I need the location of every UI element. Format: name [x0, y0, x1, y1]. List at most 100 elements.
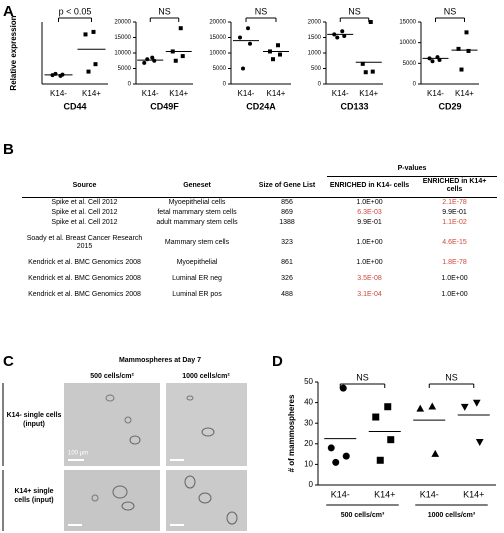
data-point: [271, 57, 275, 62]
x-tick-label: K14+: [82, 89, 101, 98]
table-cell: 326: [281, 275, 293, 282]
data-point: [459, 67, 464, 72]
cell-cluster: [184, 475, 196, 489]
table-cell: 3.1E-04: [357, 291, 382, 298]
x-tick-label: K14-: [50, 89, 67, 98]
cell-cluster: [201, 427, 215, 437]
table-cell: 4.6E-15: [442, 239, 467, 246]
x-tick-label: K14-: [238, 89, 255, 98]
panel-label: A: [3, 3, 14, 20]
panel-label: B: [3, 141, 14, 158]
significance-label: NS: [445, 372, 458, 382]
significance-label: NS: [348, 6, 361, 16]
cell-cluster: [124, 416, 132, 424]
data-point: [173, 58, 178, 63]
data-point: [93, 62, 98, 67]
table-cell: adult mammary stem cells: [156, 219, 238, 226]
data-point: [86, 69, 91, 74]
table-row: Spike et al. Cell 2012 adult mammary stem…: [22, 218, 497, 228]
micrograph: [64, 470, 160, 531]
cell-cluster: [226, 511, 238, 525]
y-tick-label: 0: [318, 82, 322, 88]
table-row: Kendrick et al. BMC Genomics 2008 Myoepit…: [22, 252, 497, 268]
x-tick-label: K14+: [463, 489, 484, 499]
data-point: [150, 55, 155, 60]
table-row: P-values: [22, 164, 498, 177]
data-point: [428, 402, 437, 410]
scale-bar-label: 100 μm: [68, 451, 88, 457]
y-tick-label: 20: [304, 439, 313, 448]
data-point: [335, 35, 340, 40]
table-cell: 1.0E+00: [356, 199, 383, 206]
table-cell: 1388: [279, 219, 295, 226]
data-point: [472, 399, 481, 407]
y-tick-label: 40: [304, 398, 313, 407]
column-header: 1000 cells/cm²: [182, 373, 230, 380]
table-cell: Mammary stem cells: [164, 239, 230, 246]
y-tick-label: 15000: [399, 20, 416, 26]
y-tick-label: 15000: [114, 35, 131, 41]
y-tick-label: 20000: [114, 20, 131, 26]
data-point: [387, 436, 395, 444]
table-cell: 1.8E-78: [442, 259, 467, 266]
x-tick-label: K14-: [331, 489, 350, 499]
y-axis-label: # of mammospheres: [287, 394, 296, 472]
y-tick-label: 0: [309, 480, 314, 489]
row-label: K14+ single cells (input): [14, 488, 54, 504]
x-tick-label: K14+: [267, 89, 286, 98]
table-row: Kendrick et al. BMC Genomics 2008 Luminal…: [22, 268, 497, 284]
significance-label: p < 0.05: [59, 6, 92, 16]
table-cell: 488: [281, 291, 293, 298]
table-cell: 323: [281, 239, 293, 246]
table-header: Source Geneset Size of Gene List ENRICHE…: [22, 176, 498, 198]
cell-cluster: [105, 394, 115, 402]
chart-title: CD24A: [246, 101, 276, 111]
table-cell: Spike et al. Cell 2012: [51, 219, 118, 226]
table-cell: 2.1E-78: [442, 199, 467, 206]
data-point: [152, 58, 157, 63]
table-cell: 3.5E-08: [357, 275, 382, 282]
header-cell: ENRICHED in K14- cells: [327, 176, 412, 198]
data-point: [178, 26, 183, 31]
table-cell: 869: [281, 209, 293, 216]
table-row: Spike et al. Cell 2012 fetal mammary stem…: [22, 208, 497, 218]
data-point: [360, 61, 365, 66]
table-cell: Spike et al. Cell 2012: [51, 209, 118, 216]
cell-cluster: [91, 494, 99, 502]
row-label: K14- single cells (input): [6, 412, 62, 428]
table-cell: Spike et al. Cell 2012: [51, 199, 118, 206]
data-point: [431, 449, 440, 457]
image-area: [166, 383, 247, 466]
table-cell: Soady et al. Breast Cancer Research 2015: [26, 235, 143, 250]
x-tick-label: K14-: [420, 489, 439, 499]
significance-label: NS: [444, 6, 457, 16]
data-point: [327, 444, 335, 452]
chart-title: CD29: [438, 101, 461, 111]
panel-label: D: [272, 353, 283, 370]
y-tick-label: 1500: [308, 35, 322, 41]
data-point: [241, 66, 245, 71]
image-area: [166, 470, 247, 531]
x-tick-label: K14+: [455, 89, 474, 98]
table-cell: 9.9E-01: [357, 219, 382, 226]
data-point: [332, 458, 340, 466]
table-cell: Kendrick et al. BMC Genomics 2008: [28, 291, 141, 298]
y-tick-label: 15000: [209, 35, 226, 41]
y-tick-label: 50: [304, 377, 313, 386]
significance-label: NS: [158, 6, 171, 16]
y-tick-label: 5000: [118, 66, 132, 72]
table-cell: 856: [281, 199, 293, 206]
image-grid-title: Mammospheres at Day 7: [119, 357, 201, 364]
data-point: [370, 69, 375, 74]
table-body: P-values Source Geneset Size of Gene Lis…: [22, 164, 498, 300]
data-point: [340, 29, 345, 34]
data-point: [376, 456, 384, 464]
x-tick-label: K14-: [332, 89, 349, 98]
cell-cluster: [129, 435, 141, 445]
header-cell: ENRICHED in K14+ cells: [412, 176, 498, 198]
y-tick-label: 0: [223, 82, 227, 88]
micrograph: 100 μm: [64, 383, 160, 466]
y-tick-label: 10: [304, 460, 313, 469]
table-cell: 6.3E-03: [357, 209, 382, 216]
